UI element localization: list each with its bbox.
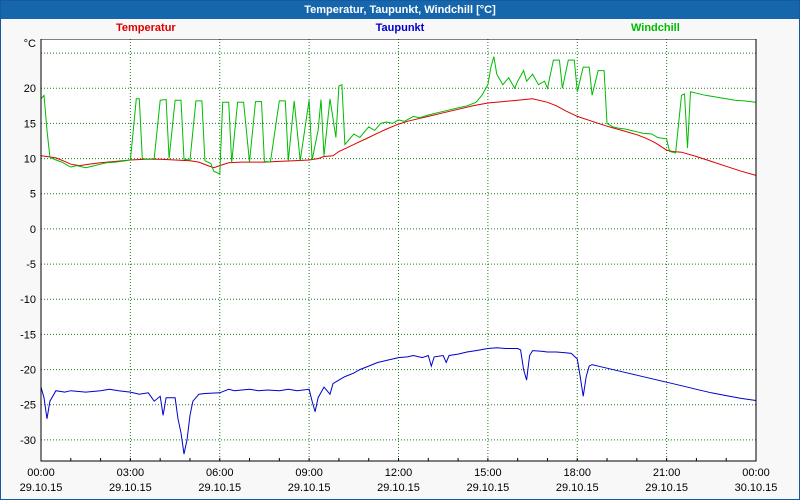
x-tick-date-label: 29.10.15 xyxy=(377,482,420,494)
y-tick-label: -20 xyxy=(20,365,36,377)
x-tick-time-label: 09:00 xyxy=(295,467,323,479)
y-tick-label: 0 xyxy=(30,224,36,236)
y-tick-label: -30 xyxy=(20,435,36,447)
series-windchill-line xyxy=(40,56,757,175)
y-axis-unit-label: °C xyxy=(24,39,36,50)
x-tick-date-label: 30.10.15 xyxy=(735,482,778,494)
legend-windchill: Windchill xyxy=(631,22,680,34)
x-tick-date-label: 29.10.15 xyxy=(466,482,509,494)
x-tick-time-label: 15:00 xyxy=(474,467,502,479)
x-tick-time-label: 06:00 xyxy=(206,467,234,479)
x-tick-time-label: 03:00 xyxy=(117,467,145,479)
x-tick-time-label: 00:00 xyxy=(27,467,55,479)
window-title-bar: Temperatur, Taupunkt, Windchill [°C] xyxy=(1,1,799,19)
legend-taupunkt: Taupunkt xyxy=(375,22,425,34)
y-tick-label: -10 xyxy=(20,294,36,306)
x-tick-date-label: 29.10.15 xyxy=(20,482,63,494)
y-tick-label: -15 xyxy=(20,329,36,341)
x-tick-time-label: 21:00 xyxy=(653,467,681,479)
x-tick-time-label: 18:00 xyxy=(563,467,591,479)
x-tick-time-label: 12:00 xyxy=(385,467,413,479)
x-tick-time-label: 00:00 xyxy=(742,467,770,479)
x-tick-date-label: 29.10.15 xyxy=(109,482,152,494)
x-tick-date-label: 29.10.15 xyxy=(556,482,599,494)
y-tick-label: -25 xyxy=(20,400,36,412)
x-tick-date-label: 29.10.15 xyxy=(198,482,241,494)
y-tick-label: 20 xyxy=(24,83,36,95)
plot-border xyxy=(40,38,757,462)
legend-temperatur: Temperatur xyxy=(116,22,176,34)
y-tick-label: -5 xyxy=(26,259,36,271)
y-tick-label: 5 xyxy=(30,189,36,201)
chart-legend: Temperatur Taupunkt Windchill xyxy=(1,19,799,39)
x-tick-date-label: 29.10.15 xyxy=(645,482,688,494)
chart-plot: 20 15 10 5 0 -5 -10 -15 -20 -25 -30 °C 00:00 29.10.15… xyxy=(20,38,778,494)
window-title: Temperatur, Taupunkt, Windchill [°C] xyxy=(304,4,496,16)
series-taupunkt-line xyxy=(40,347,757,455)
y-tick-label: 10 xyxy=(24,154,36,166)
y-tick-label: 15 xyxy=(24,118,36,130)
x-tick-date-label: 29.10.15 xyxy=(288,482,331,494)
